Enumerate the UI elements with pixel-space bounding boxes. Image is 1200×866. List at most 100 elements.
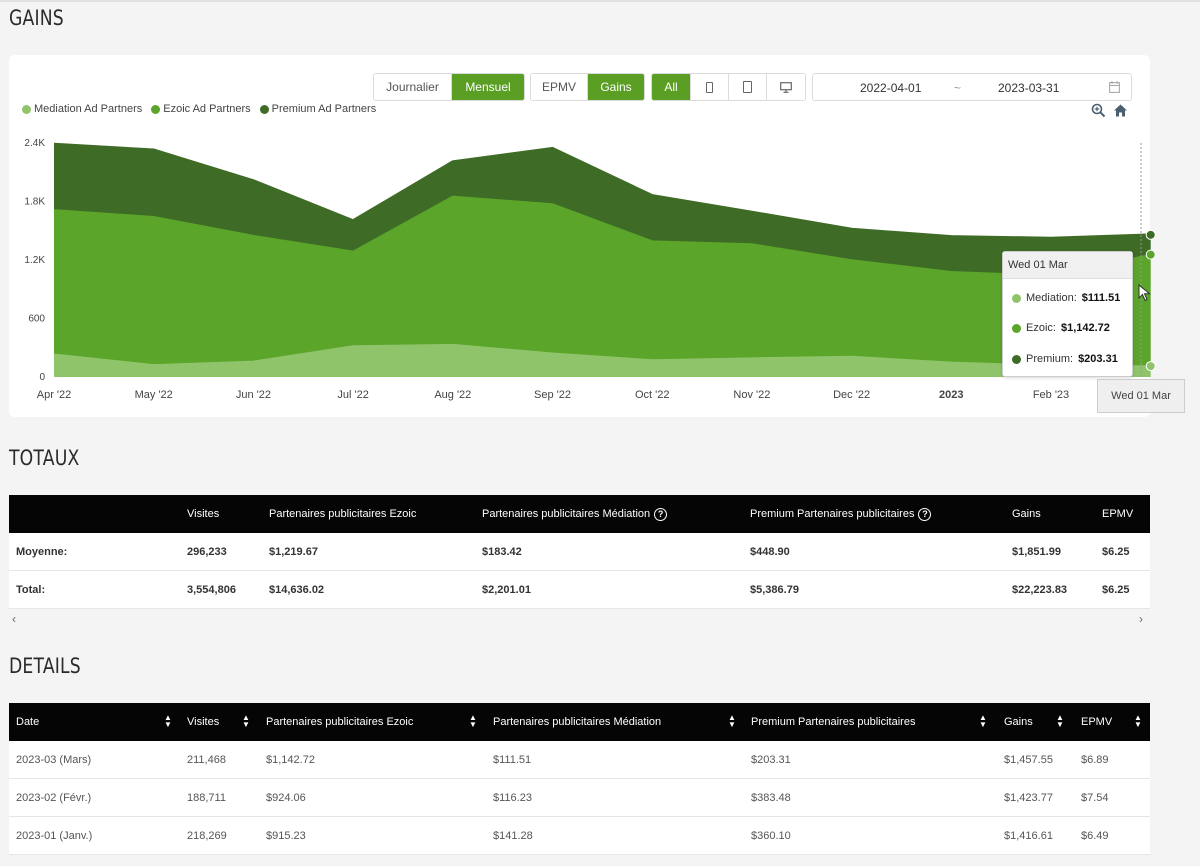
table-row: Total: 3,554,806 $14,636.02 $2,201.01 $5… — [9, 571, 1150, 609]
x-tick-label: Sep '22 — [534, 389, 571, 401]
tooltip-value: $203.31 — [1078, 353, 1118, 365]
tooltip-label: Premium: — [1026, 353, 1074, 365]
sort-icon[interactable]: ▲ ▼ — [1056, 713, 1064, 729]
tooltip-row-mediation: Mediation: $111.51 — [1012, 292, 1120, 304]
header-date[interactable]: Date — [16, 716, 40, 728]
x-tick-label: Dec '22 — [833, 389, 870, 401]
legend-label: Ezoic Ad Partners — [163, 103, 251, 115]
section-title-details: DETAILS — [9, 654, 81, 678]
table-row: 2023-01 (Janv.) 218,269 $915.23 $141.28 … — [9, 817, 1150, 855]
x-tick-label: Aug '22 — [434, 389, 471, 401]
details-header-row: Date ▲ ▼ Visites ▲ ▼ Partenaires publicita… — [9, 703, 1150, 741]
cell-mediation: $141.28 — [493, 830, 533, 842]
daily-button[interactable]: Journalier — [374, 74, 452, 100]
date-separator: ~ — [954, 81, 962, 95]
gains-button[interactable]: Gains — [588, 74, 644, 100]
header-gains[interactable]: Gains — [1004, 716, 1033, 728]
home-icon[interactable] — [1113, 103, 1128, 118]
line-premium-ad-partners — [53, 142, 1151, 240]
y-tick-label: 0 — [39, 372, 45, 383]
cell-epmv: $6.49 — [1081, 830, 1109, 842]
hover-marker — [1145, 229, 1156, 240]
legend-dot — [22, 104, 31, 114]
header-mediation[interactable]: Partenaires publicitaires Médiation — [493, 716, 662, 728]
header-visites[interactable]: Visites — [187, 716, 220, 728]
header-mediation[interactable]: Partenaires publicitaires Médiation? — [482, 495, 668, 533]
cell-epmv: $7.54 — [1081, 792, 1109, 804]
x-tick-label: Jun '22 — [236, 389, 271, 401]
cell-premium: $360.10 — [751, 830, 791, 842]
hover-marker — [1145, 249, 1156, 260]
help-icon[interactable]: ? — [654, 507, 668, 521]
header-ezoic[interactable]: Partenaires publicitaires Ezoic — [266, 716, 414, 728]
legend-item-premium[interactable]: Premium Ad Partners — [259, 103, 376, 115]
tooltip-dot — [1012, 323, 1021, 333]
header-visites[interactable]: Visites — [187, 508, 220, 520]
cell-epmv: $6.25 — [1102, 584, 1130, 596]
scroll-left-icon[interactable]: ‹ — [12, 612, 16, 626]
y-tick-label: 1.8K — [24, 197, 45, 208]
mobile-button[interactable] — [691, 74, 729, 100]
area-premium-ad-partners — [54, 144, 1151, 276]
mobile-icon — [706, 81, 713, 93]
scroll-right-icon[interactable]: › — [1139, 612, 1143, 626]
x-tick-label: Nov '22 — [733, 389, 770, 401]
header-epmv[interactable]: EPMV — [1102, 508, 1134, 520]
legend-item-ezoic[interactable]: Ezoic Ad Partners — [151, 103, 251, 115]
help-icon[interactable]: ? — [918, 507, 932, 521]
date-range-picker[interactable]: 2022-04-01 ~ 2023-03-31 — [812, 73, 1132, 101]
chart-tooltip: Wed 01 Mar Mediation: $111.51 Ezoic: $1,14… — [1002, 251, 1133, 377]
calendar-icon — [1109, 81, 1120, 93]
sort-icon[interactable]: ▲ ▼ — [979, 713, 987, 729]
zoom-icon[interactable] — [1091, 103, 1106, 118]
sort-icon[interactable]: ▲ ▼ — [164, 713, 172, 729]
cell-gains: $1,851.99 — [1012, 546, 1061, 558]
header-label: Partenaires publicitaires Médiation — [482, 508, 651, 520]
crosshair-x-label: Wed 01 Mar — [1097, 379, 1185, 413]
header-premium[interactable]: Premium Partenaires publicitaires — [751, 716, 916, 728]
section-title-totaux: TOTAUX — [9, 446, 80, 470]
tablet-icon — [743, 81, 752, 93]
cell-premium: $203.31 — [751, 754, 791, 766]
header-gains[interactable]: Gains — [1012, 508, 1041, 520]
epmv-button[interactable]: EPMV — [531, 74, 588, 100]
legend-label: Mediation Ad Partners — [34, 103, 143, 115]
sort-icon[interactable]: ▲ ▼ — [728, 713, 736, 729]
sort-icon[interactable]: ▲ ▼ — [469, 713, 477, 729]
table-row: 2023-02 (Févr.) 188,711 $924.06 $116.23 … — [9, 779, 1150, 817]
y-tick-label: 2.4K — [24, 138, 45, 149]
cell-date: 2023-01 (Janv.) — [16, 830, 93, 842]
hover-marker — [1145, 361, 1156, 372]
cell-gains: $1,416.61 — [1004, 830, 1053, 842]
cell-epmv: $6.25 — [1102, 546, 1130, 558]
legend-item-mediation[interactable]: Mediation Ad Partners — [22, 103, 142, 115]
header-premium[interactable]: Premium Partenaires publicitaires? — [750, 495, 932, 533]
desktop-button[interactable] — [767, 74, 805, 100]
monthly-button[interactable]: Mensuel — [452, 74, 524, 100]
device-toggle: All — [651, 73, 806, 101]
tooltip-row-ezoic: Ezoic: $1,142.72 — [1012, 322, 1110, 334]
header-ezoic[interactable]: Partenaires publicitaires Ezoic — [269, 508, 417, 520]
metric-toggle: EPMV Gains — [530, 73, 645, 101]
cell-visites: 296,233 — [187, 546, 227, 558]
header-epmv[interactable]: EPMV — [1081, 716, 1113, 728]
cell-ezoic: $915.23 — [266, 830, 306, 842]
sort-icon[interactable]: ▲ ▼ — [242, 713, 250, 729]
date-end: 2023-03-31 — [998, 81, 1060, 95]
sort-icon[interactable]: ▲ ▼ — [1134, 713, 1142, 729]
cell-visites: 188,711 — [187, 792, 226, 804]
cell-gains: $1,457.55 — [1004, 754, 1053, 766]
gains-area-chart: 0 600 1.2K 1.8K 2.4K Apr '22 May '22 Jun '22 Ju… — [24, 138, 1156, 401]
desktop-icon — [780, 81, 792, 93]
legend-dot — [259, 104, 269, 114]
tablet-button[interactable] — [729, 74, 767, 100]
x-tick-label: Apr '22 — [37, 389, 72, 401]
all-devices-button[interactable]: All — [652, 74, 691, 100]
line-mediation-ad-partners — [53, 343, 1151, 367]
x-tick-label: May '22 — [135, 389, 173, 401]
cell-mediation: $2,201.01 — [482, 584, 531, 596]
chart-legend: Mediation Ad Partners Ezoic Ad Partners … — [22, 103, 376, 115]
mouse-cursor-icon — [1138, 284, 1151, 302]
cell-ezoic: $14,636.02 — [269, 584, 325, 596]
cell-date: 2023-02 (Févr.) — [16, 792, 92, 804]
